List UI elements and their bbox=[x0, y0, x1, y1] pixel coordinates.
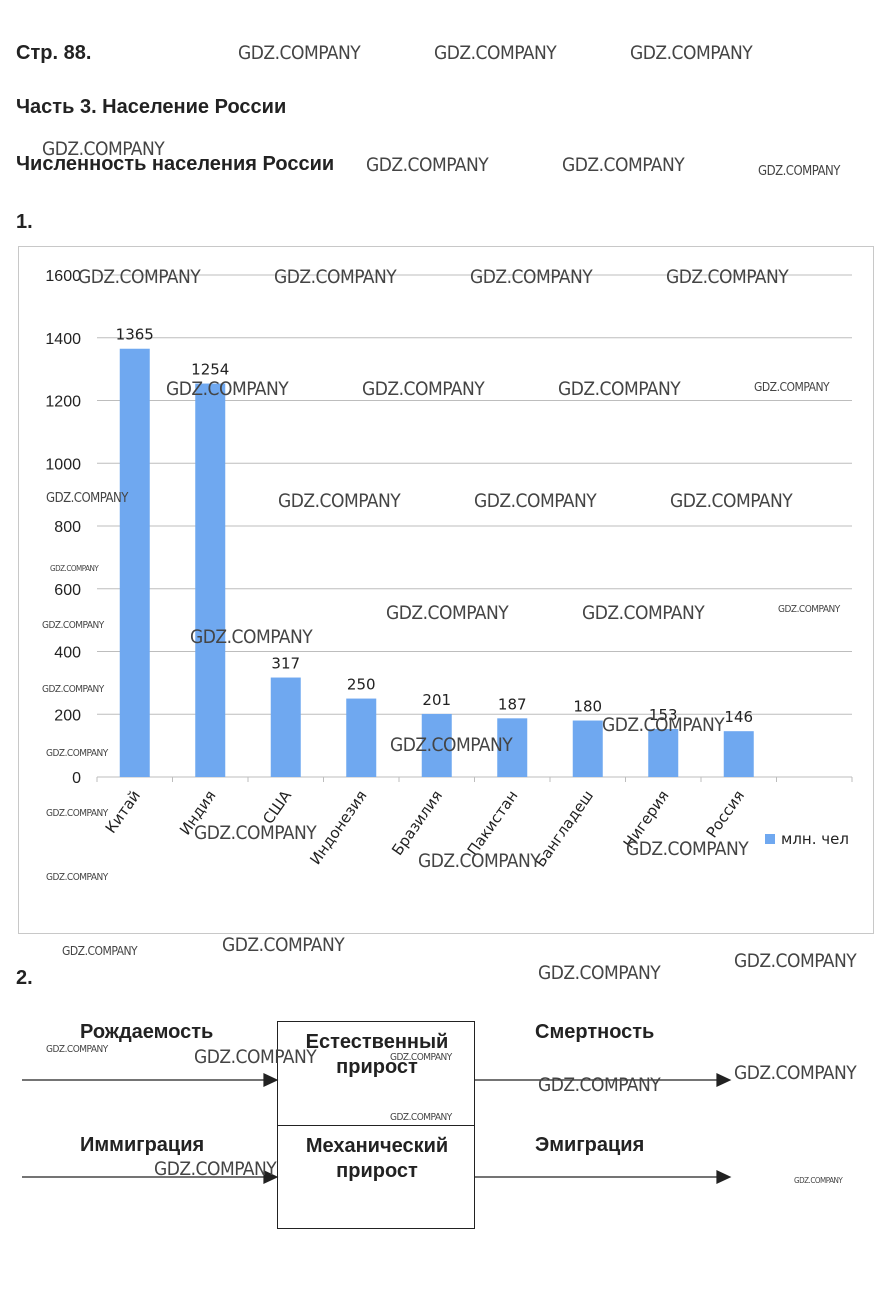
watermark: GDZ.COMPANY bbox=[366, 154, 489, 176]
bar bbox=[648, 728, 679, 777]
part-title: Часть 3. Население России bbox=[16, 96, 287, 118]
bar bbox=[421, 713, 452, 777]
category-label: Пакистан bbox=[464, 787, 522, 859]
watermark: GDZ.COMPANY bbox=[538, 1074, 661, 1096]
watermark: GDZ.COMPANY bbox=[630, 42, 753, 64]
watermark: GDZ.COMPANY bbox=[538, 962, 661, 984]
watermark: GDZ.COMPANY bbox=[238, 42, 361, 64]
immigration-label: Иммиграция bbox=[80, 1134, 205, 1156]
watermark: GDZ.COMPANY bbox=[154, 1158, 277, 1180]
data-label: 250 bbox=[347, 676, 376, 694]
category-label: Нигерия bbox=[620, 787, 673, 852]
natural-growth-box: Естественный прирост bbox=[277, 1021, 475, 1126]
mortality-label: Смертность bbox=[535, 1021, 655, 1043]
watermark: GDZ.COMPANY bbox=[758, 164, 840, 179]
bar bbox=[195, 383, 226, 777]
y-tick-label: 800 bbox=[54, 519, 81, 536]
data-label: 146 bbox=[724, 708, 753, 726]
watermark: GDZ.COMPANY bbox=[734, 950, 857, 972]
watermark: GDZ.COMPANY bbox=[434, 42, 557, 64]
data-label: 187 bbox=[498, 695, 527, 713]
arrowhead-immigration bbox=[263, 1170, 279, 1184]
birth-rate-label: Рождаемость bbox=[80, 1021, 214, 1043]
emigration-label: Эмиграция bbox=[535, 1134, 645, 1156]
task-2-label: 2. bbox=[16, 967, 33, 989]
population-chart: 0 200 400 600 800 1000 1200 1400 1600 1365 Китай 12… bbox=[18, 246, 874, 934]
data-label: 180 bbox=[573, 698, 602, 716]
section-title: Численность населения России bbox=[16, 153, 335, 175]
y-tick-label: 1200 bbox=[45, 394, 81, 411]
category-label: США bbox=[259, 786, 295, 827]
legend-label: млн. чел bbox=[781, 830, 849, 848]
category-label: Китай bbox=[102, 787, 144, 837]
arrowhead-birth-rate bbox=[263, 1073, 279, 1087]
task-1-label: 1. bbox=[16, 211, 33, 233]
y-tick-label: 400 bbox=[54, 645, 81, 662]
data-label: 201 bbox=[422, 691, 451, 709]
bar bbox=[346, 698, 377, 777]
page-reference: Стр. 88. bbox=[16, 42, 92, 64]
category-label: Бразилия bbox=[388, 787, 446, 859]
mechanical-growth-line2: прирост bbox=[336, 1160, 418, 1182]
bar bbox=[119, 348, 150, 777]
y-tick-label: 1400 bbox=[45, 331, 81, 348]
mechanical-growth-line1: Механический bbox=[305, 1135, 449, 1157]
y-tick-label: 1000 bbox=[45, 456, 81, 473]
watermark: GDZ.COMPANY bbox=[794, 1176, 843, 1185]
natural-growth-line1: Естественный bbox=[305, 1031, 449, 1053]
population-bar-chart: 0 200 400 600 800 1000 1200 1400 1600 1365 Китай 12… bbox=[45, 268, 853, 870]
watermark: GDZ.COMPANY bbox=[62, 944, 138, 958]
category-label: Индонезия bbox=[306, 787, 370, 868]
y-tick-label: 200 bbox=[54, 707, 81, 724]
mechanical-growth-box: Механический прирост bbox=[277, 1125, 475, 1229]
category-label: Бангладеш bbox=[531, 787, 597, 870]
y-tick-label: 1600 bbox=[45, 268, 81, 285]
watermark: GDZ.COMPANY bbox=[222, 934, 345, 956]
category-label: Россия bbox=[703, 787, 748, 841]
natural-growth-line2: прирост bbox=[336, 1056, 418, 1078]
bar bbox=[723, 731, 754, 777]
data-label: 1254 bbox=[191, 361, 229, 379]
category-label: Индия bbox=[176, 787, 220, 838]
bar bbox=[497, 718, 528, 777]
arrowhead-emigration bbox=[716, 1170, 732, 1184]
arrowhead-mortality bbox=[716, 1073, 732, 1087]
bar bbox=[270, 677, 301, 777]
y-tick-label: 0 bbox=[72, 770, 81, 787]
watermark: GDZ.COMPANY bbox=[562, 154, 685, 176]
legend-swatch bbox=[765, 834, 775, 844]
watermark: GDZ.COMPANY bbox=[46, 1044, 108, 1055]
bar bbox=[572, 720, 603, 777]
y-tick-label: 600 bbox=[54, 582, 81, 599]
data-label: 153 bbox=[649, 706, 678, 724]
data-label: 317 bbox=[271, 655, 300, 673]
data-label: 1365 bbox=[116, 326, 154, 344]
watermark: GDZ.COMPANY bbox=[734, 1062, 857, 1084]
